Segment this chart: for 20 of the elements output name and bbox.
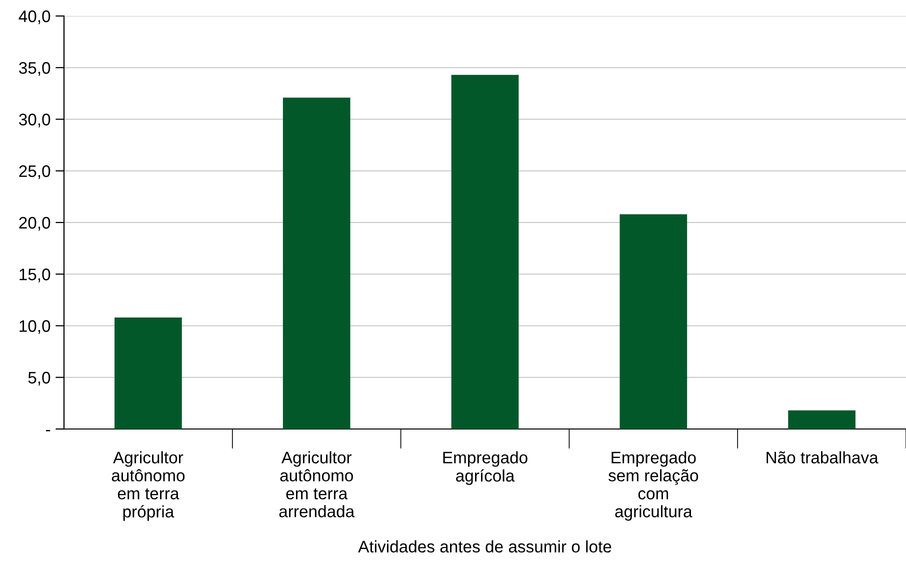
bar bbox=[114, 317, 182, 429]
y-tick-label: 25,0 bbox=[19, 165, 50, 180]
y-tick-label: 5,0 bbox=[28, 372, 50, 386]
y-tick-label: 10,0 bbox=[20, 320, 50, 334]
bar bbox=[620, 214, 688, 429]
x-tick-label: Agricultor autônomo em terra arrendada bbox=[279, 451, 355, 518]
y-tick-label: 15,0 bbox=[20, 268, 50, 282]
y-tick-label: 20,0 bbox=[19, 216, 50, 231]
y-tick-label: 35,0 bbox=[19, 62, 50, 76]
y-tick-label: 30,0 bbox=[19, 114, 50, 128]
x-tick-label: Não trabalhava bbox=[766, 451, 878, 464]
bar bbox=[451, 74, 519, 429]
bar bbox=[788, 410, 856, 429]
x-tick-label: Empregado agrícola bbox=[443, 451, 528, 485]
y-tick-label: - bbox=[46, 430, 50, 432]
x-axis-title: Atividades antes de assumir o lote bbox=[358, 540, 612, 553]
x-tick-label: Empregado sem relação com agricultura bbox=[608, 451, 698, 521]
y-tick-label: 40,0 bbox=[18, 10, 50, 24]
x-tick-label: Agricultor autônomo em terra própria bbox=[112, 451, 185, 521]
bar bbox=[282, 98, 350, 429]
